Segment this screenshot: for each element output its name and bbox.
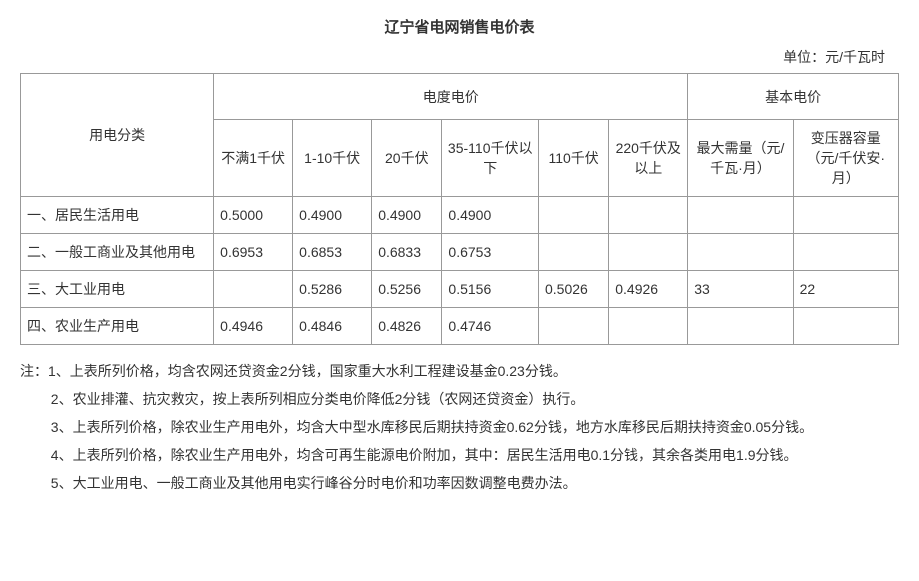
cell-value (793, 234, 898, 271)
note-line: 5、大工业用电、一般工商业及其他用电实行峰谷分时电价和功率因数调整电费办法。 (20, 469, 899, 497)
page-title: 辽宁省电网销售电价表 (20, 16, 899, 37)
cell-value: 0.4900 (372, 197, 442, 234)
th-c4: 35-110千伏以下 (442, 120, 539, 197)
th-c1: 不满1千伏 (214, 120, 293, 197)
cell-value: 0.4946 (214, 308, 293, 345)
note-text: 1、上表所列价格，均含农网还贷资金2分钱，国家重大水利工程建设基金0.23分钱。 (48, 363, 567, 379)
unit-label: 单位：元/千瓦时 (20, 47, 899, 67)
cell-category: 三、大工业用电 (21, 271, 214, 308)
th-c6: 220千伏及以上 (609, 120, 688, 197)
cell-value: 0.4826 (372, 308, 442, 345)
note-text: 3、上表所列价格，除农业生产用电外，均含大中型水库移民后期扶持资金0.62分钱，… (51, 419, 813, 435)
th-basic-group: 基本电价 (688, 74, 899, 120)
th-c2: 1-10千伏 (293, 120, 372, 197)
th-c3: 20千伏 (372, 120, 442, 197)
table-row: 四、农业生产用电 0.4946 0.4846 0.4826 0.4746 (21, 308, 899, 345)
cell-value: 0.5000 (214, 197, 293, 234)
cell-value (688, 234, 793, 271)
cell-value: 0.6853 (293, 234, 372, 271)
cell-value: 0.5026 (539, 271, 609, 308)
th-b2: 变压器容量（元/千伏安·月） (793, 120, 898, 197)
cell-value (609, 234, 688, 271)
cell-value (539, 234, 609, 271)
cell-value: 0.4746 (442, 308, 539, 345)
cell-value: 0.6953 (214, 234, 293, 271)
cell-value: 0.4900 (293, 197, 372, 234)
cell-value: 0.4846 (293, 308, 372, 345)
cell-value (539, 308, 609, 345)
cell-value (688, 197, 793, 234)
cell-value (609, 197, 688, 234)
table-row: 一、居民生活用电 0.5000 0.4900 0.4900 0.4900 (21, 197, 899, 234)
note-text: 2、农业排灌、抗灾救灾，按上表所列相应分类电价降低2分钱（农网还贷资金）执行。 (51, 391, 585, 407)
cell-category: 一、居民生活用电 (21, 197, 214, 234)
cell-value: 22 (793, 271, 898, 308)
cell-value (214, 271, 293, 308)
cell-value: 0.6753 (442, 234, 539, 271)
notes-block: 注：1、上表所列价格，均含农网还贷资金2分钱，国家重大水利工程建设基金0.23分… (20, 357, 899, 497)
cell-value (793, 308, 898, 345)
price-table: 用电分类 电度电价 基本电价 不满1千伏 1-10千伏 20千伏 35-110千… (20, 73, 899, 345)
note-line: 4、上表所列价格，除农业生产用电外，均含可再生能源电价附加，其中：居民生活用电0… (20, 441, 899, 469)
note-text: 5、大工业用电、一般工商业及其他用电实行峰谷分时电价和功率因数调整电费办法。 (51, 475, 577, 491)
table-row: 三、大工业用电 0.5286 0.5256 0.5156 0.5026 0.49… (21, 271, 899, 308)
th-category: 用电分类 (21, 74, 214, 197)
cell-value (688, 308, 793, 345)
cell-value (609, 308, 688, 345)
cell-category: 四、农业生产用电 (21, 308, 214, 345)
note-line: 注：1、上表所列价格，均含农网还贷资金2分钱，国家重大水利工程建设基金0.23分… (20, 357, 899, 385)
cell-value: 0.4926 (609, 271, 688, 308)
cell-value (539, 197, 609, 234)
notes-prefix: 注： (20, 363, 48, 379)
note-line: 2、农业排灌、抗灾救灾，按上表所列相应分类电价降低2分钱（农网还贷资金）执行。 (20, 385, 899, 413)
note-text: 4、上表所列价格，除农业生产用电外，均含可再生能源电价附加，其中：居民生活用电0… (51, 447, 798, 463)
th-c5: 110千伏 (539, 120, 609, 197)
cell-value (793, 197, 898, 234)
cell-value: 0.4900 (442, 197, 539, 234)
th-meter-group: 电度电价 (214, 74, 688, 120)
cell-value: 0.6833 (372, 234, 442, 271)
cell-value: 0.5286 (293, 271, 372, 308)
cell-value: 0.5256 (372, 271, 442, 308)
th-b1: 最大需量（元/千瓦·月） (688, 120, 793, 197)
note-line: 3、上表所列价格，除农业生产用电外，均含大中型水库移民后期扶持资金0.62分钱，… (20, 413, 899, 441)
cell-value: 33 (688, 271, 793, 308)
table-row: 二、一般工商业及其他用电 0.6953 0.6853 0.6833 0.6753 (21, 234, 899, 271)
cell-value: 0.5156 (442, 271, 539, 308)
cell-category: 二、一般工商业及其他用电 (21, 234, 214, 271)
